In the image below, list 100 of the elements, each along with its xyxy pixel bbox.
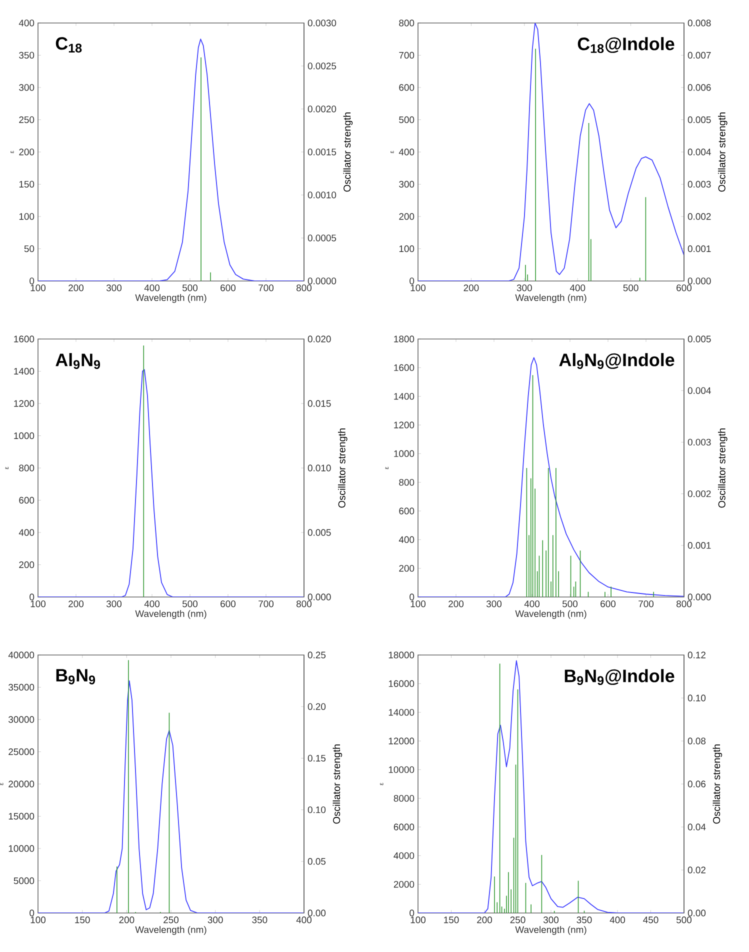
x-tick-label: 300 bbox=[486, 600, 502, 608]
x-tick-label: 500 bbox=[182, 284, 198, 292]
y-tick-label: 25000 bbox=[8, 748, 34, 756]
y-tick-label: 100 bbox=[19, 213, 34, 220]
y-tick-label: 800 bbox=[19, 464, 34, 472]
y-tick-label: 6000 bbox=[394, 824, 414, 830]
text: B$_{9}$N$_{9}$@Indole bbox=[564, 669, 674, 686]
y-tick-label: 400 bbox=[398, 148, 414, 156]
y2-tick-label: 0.015 bbox=[308, 400, 331, 407]
y-tick-label: 400 bbox=[398, 536, 414, 544]
x-tick-label: 600 bbox=[220, 284, 236, 292]
x-tick-label: 250 bbox=[510, 916, 526, 924]
y-tick-label: 300 bbox=[399, 180, 414, 188]
y2-tick-label: 0.06 bbox=[688, 780, 706, 788]
y2-tick-label: 0.05 bbox=[308, 858, 326, 865]
y-tick-label: 0 bbox=[410, 278, 414, 284]
y-tick-label: 500 bbox=[399, 116, 414, 124]
y2-tick-label: 0.005 bbox=[688, 336, 711, 342]
x-tick-label: 400 bbox=[610, 916, 626, 924]
y2-tick-label: 0.25 bbox=[308, 652, 326, 658]
x-tick-label: 500 bbox=[623, 284, 638, 292]
x-axis-title: Wavelength (nm) bbox=[135, 294, 206, 303]
x-axis-title: Wavelength (nm) bbox=[135, 926, 206, 935]
text: B$_{9}$N$_{9}$ bbox=[56, 669, 96, 684]
y2-tick-label: 0.0025 bbox=[308, 62, 336, 70]
y-tick-label: 300 bbox=[19, 84, 34, 91]
text: Al$_{9}$N$_{9}$@Indole bbox=[559, 353, 674, 370]
y-tick-label: 600 bbox=[399, 84, 414, 91]
y2-axis-title: Oscillator strength bbox=[718, 428, 728, 508]
y-tick-label: 10000 bbox=[8, 845, 34, 852]
y2-tick-label: 0.010 bbox=[308, 464, 331, 472]
x-tick-label: 500 bbox=[676, 916, 692, 924]
x-tick-label: 200 bbox=[477, 916, 492, 924]
x-tick-label: 300 bbox=[543, 916, 559, 924]
y-tick-label: 12000 bbox=[388, 738, 414, 744]
x-tick-label: 200 bbox=[68, 600, 84, 608]
y2-tick-label: 0.10 bbox=[308, 806, 326, 814]
y-tick-label: 4000 bbox=[394, 852, 414, 860]
y2-tick-label: 0.007 bbox=[688, 52, 711, 59]
x-tick-label: 700 bbox=[638, 600, 654, 608]
y-tick-label: 700 bbox=[399, 52, 414, 59]
y-tick-label: 1600 bbox=[394, 364, 414, 372]
y-tick-label: 200 bbox=[19, 148, 34, 156]
x-tick-label: 800 bbox=[296, 284, 312, 292]
x-tick-label: 800 bbox=[676, 600, 692, 608]
y2-axis-title: Oscillator strength bbox=[343, 112, 353, 192]
y-tick-label: 1200 bbox=[14, 400, 34, 407]
y-tick-label: 1800 bbox=[394, 336, 414, 342]
y-tick-label: 15000 bbox=[8, 812, 34, 820]
x-tick-label: 300 bbox=[106, 284, 122, 292]
y-tick-label: 50 bbox=[24, 245, 34, 252]
y-tick-label: 1200 bbox=[394, 422, 414, 428]
y-tick-label: 200 bbox=[399, 564, 414, 572]
y-tick-label: 35000 bbox=[8, 684, 34, 691]
x-tick-label: 400 bbox=[144, 284, 160, 292]
x-axis-title: Wavelength (nm) bbox=[515, 294, 586, 303]
x-tick-label: 450 bbox=[643, 916, 658, 924]
y-tick-label: 1600 bbox=[14, 336, 34, 342]
y-tick-label: 800 bbox=[399, 20, 414, 26]
y-tick-label: 250 bbox=[19, 116, 34, 124]
y2-tick-label: 0.02 bbox=[688, 866, 706, 874]
y-tick-label: 100 bbox=[399, 245, 414, 252]
y2-tick-label: 0.08 bbox=[688, 738, 706, 744]
y2-tick-label: 0.0010 bbox=[308, 192, 336, 198]
y2-tick-label: 0.001 bbox=[688, 542, 711, 549]
x-tick-label: 600 bbox=[220, 600, 236, 608]
x-tick-label: 250 bbox=[164, 916, 179, 924]
y2-tick-label: 0.000 bbox=[688, 594, 711, 600]
y2-tick-label: 0.00 bbox=[308, 910, 326, 916]
x-tick-label: 350 bbox=[576, 916, 592, 924]
y2-tick-label: 0.006 bbox=[688, 84, 711, 91]
y-tick-label: 14000 bbox=[388, 708, 414, 716]
x-tick-label: 400 bbox=[296, 916, 312, 924]
x-tick-label: 200 bbox=[464, 284, 479, 292]
y-tick-label: 40000 bbox=[8, 652, 34, 658]
y2-axis-title: Oscillator strength bbox=[712, 744, 722, 824]
y-tick-label: 1000 bbox=[14, 432, 34, 440]
y2-tick-label: 0.004 bbox=[688, 148, 711, 156]
y2-tick-label: 0.004 bbox=[688, 387, 711, 394]
y2-tick-label: 0.15 bbox=[308, 754, 326, 762]
y-tick-label: 150 bbox=[19, 180, 34, 188]
y2-tick-label: 0.000 bbox=[688, 278, 711, 284]
y2-tick-label: 0.005 bbox=[308, 529, 331, 536]
y2-tick-label: 0.003 bbox=[688, 438, 711, 446]
y-tick-label: 1000 bbox=[394, 450, 414, 458]
text: Al$_{9}$N$_{9}$ bbox=[56, 353, 100, 370]
y2-axis-title: Oscillator strength bbox=[338, 428, 348, 508]
y-tick-label: 800 bbox=[399, 478, 414, 486]
y2-tick-label: 0.20 bbox=[308, 703, 326, 710]
y2-tick-label: 0.0020 bbox=[308, 106, 336, 112]
x-tick-label: 300 bbox=[516, 284, 532, 292]
y-tick-label: 400 bbox=[18, 529, 34, 536]
y-tick-label: 5000 bbox=[14, 877, 34, 884]
y2-tick-label: 0.008 bbox=[688, 20, 711, 26]
y2-tick-label: 0.10 bbox=[688, 694, 706, 702]
x-tick-label: 500 bbox=[562, 600, 578, 608]
x-tick-label: 200 bbox=[119, 916, 134, 924]
y-tick-label: 1400 bbox=[14, 368, 34, 375]
y2-tick-label: 0.003 bbox=[688, 180, 711, 188]
y-tick-label: 350 bbox=[19, 52, 34, 59]
